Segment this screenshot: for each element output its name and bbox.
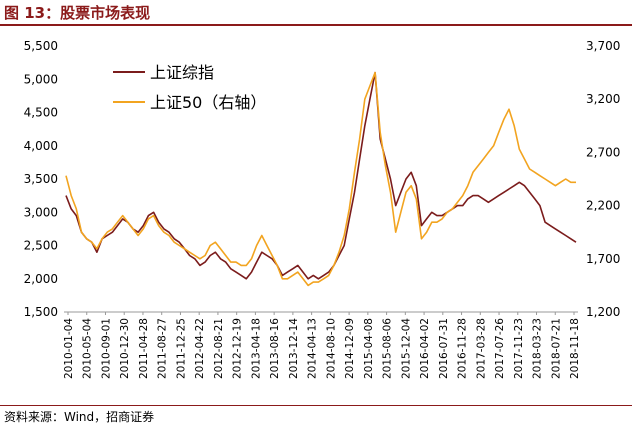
x-axis-ticks: 2010-01-04 2010-05-04 2010-09-01 2010-12-30… bbox=[63, 312, 581, 379]
x-tick-label: 2018-03-23 bbox=[532, 318, 544, 379]
x-tick-label: 2015-08-06 bbox=[382, 318, 394, 379]
left-tick-label: 4,500 bbox=[24, 106, 58, 120]
left-tick-label: 5,000 bbox=[24, 72, 58, 86]
x-tick-label: 2010-12-30 bbox=[119, 318, 131, 379]
right-tick-label: 1,200 bbox=[586, 305, 620, 319]
x-tick-label: 2010-09-01 bbox=[100, 318, 112, 379]
left-tick-label: 1,500 bbox=[24, 305, 58, 319]
left-tick-label: 5,500 bbox=[24, 39, 58, 53]
x-tick-label: 2016-11-28 bbox=[457, 318, 469, 379]
left-axis-ticks: 1,500 2,000 2,500 3,000 3,500 4,000 4,500 5,000… bbox=[24, 39, 58, 319]
x-tick-label: 2013-08-16 bbox=[269, 318, 281, 379]
x-tick-label: 2015-12-04 bbox=[400, 318, 412, 379]
left-tick-label: 2,500 bbox=[24, 239, 58, 253]
legend-label: 上证综指 bbox=[150, 63, 214, 82]
x-tick-label: 2014-04-13 bbox=[307, 318, 319, 379]
x-tick-label: 2010-05-04 bbox=[82, 318, 94, 379]
x-tick-label: 2011-12-25 bbox=[175, 318, 187, 379]
footer-rule bbox=[0, 405, 632, 406]
x-tick-label: 2012-04-22 bbox=[194, 318, 206, 379]
left-tick-label: 2,000 bbox=[24, 272, 58, 286]
x-tick-label: 2011-08-27 bbox=[157, 318, 169, 379]
x-tick-label: 2018-07-21 bbox=[550, 318, 562, 379]
source-note: 资料来源：Wind，招商证券 bbox=[4, 410, 155, 424]
right-axis-ticks: 1,200 1,700 2,200 2,700 3,200 3,700 bbox=[586, 39, 620, 319]
left-tick-label: 4,000 bbox=[24, 139, 58, 153]
x-tick-label: 2012-08-21 bbox=[213, 318, 225, 379]
right-tick-label: 3,700 bbox=[586, 39, 620, 53]
x-tick-label: 2018-11-18 bbox=[569, 318, 581, 379]
x-tick-label: 2012-12-19 bbox=[232, 318, 244, 379]
series-layer bbox=[65, 71, 577, 287]
x-tick-label: 2010-01-04 bbox=[63, 318, 75, 379]
legend-label: 上证50（右轴） bbox=[150, 93, 266, 112]
x-tick-label: 2014-12-09 bbox=[344, 318, 356, 379]
x-tick-label: 2017-07-26 bbox=[494, 318, 506, 379]
x-tick-label: 2017-03-28 bbox=[475, 318, 487, 379]
right-tick-label: 2,200 bbox=[586, 199, 620, 213]
left-tick-label: 3,000 bbox=[24, 205, 58, 219]
right-tick-label: 1,700 bbox=[586, 252, 620, 266]
x-tick-label: 2017-11-23 bbox=[513, 318, 525, 379]
right-tick-label: 3,200 bbox=[586, 92, 620, 106]
x-tick-label: 2011-04-28 bbox=[138, 318, 150, 379]
series-line bbox=[65, 71, 577, 280]
title-rule bbox=[0, 24, 632, 26]
chart-title: 图 13：股票市场表现 bbox=[4, 4, 151, 22]
left-tick-label: 3,500 bbox=[24, 172, 58, 186]
x-tick-label: 2016-07-31 bbox=[438, 318, 450, 379]
x-tick-label: 2014-08-10 bbox=[325, 318, 337, 379]
series-line bbox=[65, 71, 576, 287]
x-tick-label: 2016-04-02 bbox=[419, 318, 431, 379]
right-tick-label: 2,700 bbox=[586, 145, 620, 159]
x-tick-label: 2015-04-08 bbox=[363, 318, 375, 379]
x-tick-label: 2013-04-18 bbox=[250, 318, 262, 379]
x-tick-label: 2013-12-14 bbox=[288, 318, 300, 379]
